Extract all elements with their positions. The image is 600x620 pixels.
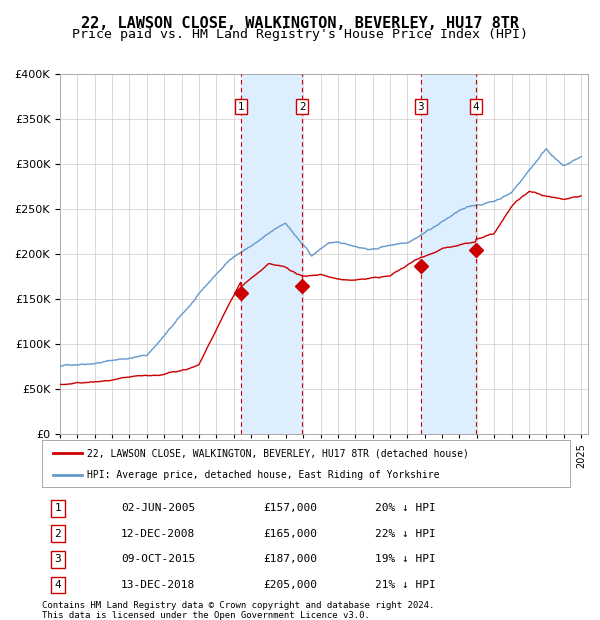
Text: 13-DEC-2018: 13-DEC-2018	[121, 580, 196, 590]
Text: 19% ↓ HPI: 19% ↓ HPI	[374, 554, 436, 564]
Text: 12-DEC-2008: 12-DEC-2008	[121, 529, 196, 539]
Text: 2: 2	[55, 529, 61, 539]
Text: Price paid vs. HM Land Registry's House Price Index (HPI): Price paid vs. HM Land Registry's House …	[72, 28, 528, 41]
Text: 22% ↓ HPI: 22% ↓ HPI	[374, 529, 436, 539]
Text: 02-JUN-2005: 02-JUN-2005	[121, 503, 196, 513]
Text: 4: 4	[473, 102, 479, 112]
Text: 22, LAWSON CLOSE, WALKINGTON, BEVERLEY, HU17 8TR (detached house): 22, LAWSON CLOSE, WALKINGTON, BEVERLEY, …	[87, 448, 469, 458]
Text: £187,000: £187,000	[264, 554, 318, 564]
Bar	[421, 74, 476, 434]
Text: 2: 2	[299, 102, 305, 112]
Text: £165,000: £165,000	[264, 529, 318, 539]
Text: Contains HM Land Registry data © Crown copyright and database right 2024.: Contains HM Land Registry data © Crown c…	[42, 601, 434, 611]
Text: 4: 4	[55, 580, 61, 590]
Text: £205,000: £205,000	[264, 580, 318, 590]
Text: £157,000: £157,000	[264, 503, 318, 513]
Text: This data is licensed under the Open Government Licence v3.0.: This data is licensed under the Open Gov…	[42, 611, 370, 620]
Text: 3: 3	[418, 102, 424, 112]
Text: 21% ↓ HPI: 21% ↓ HPI	[374, 580, 436, 590]
Text: HPI: Average price, detached house, East Riding of Yorkshire: HPI: Average price, detached house, East…	[87, 470, 439, 480]
Text: 1: 1	[238, 102, 244, 112]
Bar	[241, 74, 302, 434]
Text: 09-OCT-2015: 09-OCT-2015	[121, 554, 196, 564]
Text: 1: 1	[55, 503, 61, 513]
Text: 22, LAWSON CLOSE, WALKINGTON, BEVERLEY, HU17 8TR: 22, LAWSON CLOSE, WALKINGTON, BEVERLEY, …	[81, 16, 519, 30]
Text: 3: 3	[55, 554, 61, 564]
Text: 20% ↓ HPI: 20% ↓ HPI	[374, 503, 436, 513]
